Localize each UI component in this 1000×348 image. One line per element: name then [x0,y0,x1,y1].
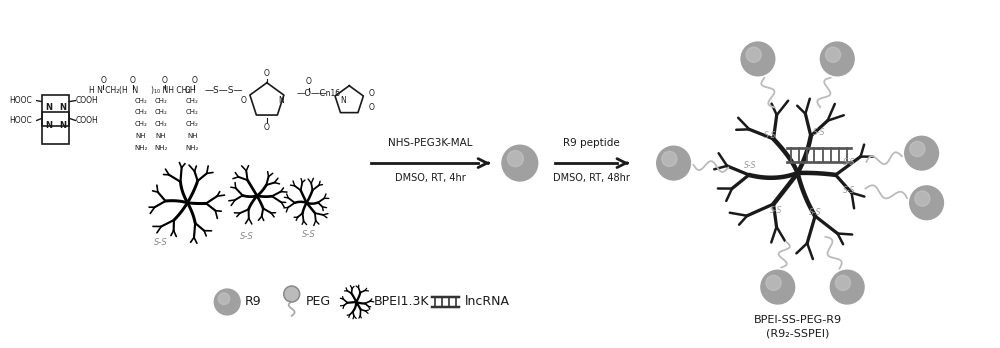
Text: BPEI1.3K: BPEI1.3K [374,295,430,308]
Circle shape [766,275,781,291]
Text: CH₂: CH₂ [186,97,199,104]
Text: S-S: S-S [813,128,826,137]
Circle shape [214,289,240,315]
Text: O: O [264,124,270,132]
Circle shape [502,145,538,181]
Text: NH: NH [136,133,146,139]
Text: S-S: S-S [302,230,315,239]
Text: O: O [241,96,247,105]
Bar [42,95,69,126]
Circle shape [662,151,677,166]
Text: NH₂: NH₂ [186,145,199,151]
Circle shape [507,151,523,167]
Circle shape [910,141,925,157]
Text: O: O [264,69,270,78]
Text: S-S: S-S [154,238,168,247]
Text: lncRNA: lncRNA [465,295,510,308]
Text: O: O [369,103,374,112]
Text: O: O [100,76,106,85]
Circle shape [218,293,230,304]
Bar [42,112,69,144]
Circle shape [825,47,841,62]
Text: CH₂: CH₂ [154,97,167,104]
Text: CH₂: CH₂ [134,121,147,127]
Text: CH₂: CH₂ [154,110,167,116]
Text: CH₂: CH₂ [186,121,199,127]
Text: S-S: S-S [240,232,254,242]
Text: (H  N: (H N [119,86,138,95]
Text: S-S: S-S [744,161,756,170]
Text: OH: OH [185,86,196,95]
Text: S-S: S-S [843,186,855,195]
Text: NH₂: NH₂ [134,145,148,151]
Text: O: O [130,76,136,85]
Text: NH: NH [155,133,166,139]
Text: S-S: S-S [809,208,822,217]
Text: NH₂: NH₂ [154,145,167,151]
Text: R9: R9 [245,295,262,308]
Text: CH₂: CH₂ [134,97,147,104]
Circle shape [905,136,938,170]
Text: COOH: COOH [75,116,98,125]
Circle shape [830,270,864,304]
Text: O: O [162,76,168,85]
Text: O: O [192,76,197,85]
Text: N: N [45,121,52,130]
Text: S-S: S-S [764,131,776,140]
Text: R9 peptide: R9 peptide [563,138,620,148]
Text: NH: NH [187,133,198,139]
Text: PEG: PEG [306,295,331,308]
Circle shape [657,146,690,180]
Text: S-S: S-S [770,206,782,215]
Text: O: O [369,89,374,98]
Circle shape [746,47,761,62]
Text: HOOC: HOOC [9,96,32,105]
Text: N: N [59,103,66,112]
Circle shape [910,186,943,220]
Text: NHS-PEG3K-MAL: NHS-PEG3K-MAL [388,138,473,148]
Text: N: N [59,121,66,130]
Circle shape [284,286,300,302]
Circle shape [761,270,795,304]
Text: HOOC: HOOC [9,116,32,125]
Text: S-S: S-S [843,158,855,167]
Text: DMSO, RT, 48hr: DMSO, RT, 48hr [553,173,630,183]
Text: CH₂: CH₂ [186,110,199,116]
Text: DMSO, RT, 4hr: DMSO, RT, 4hr [395,173,466,183]
Text: —O—C: —O—C [297,89,326,98]
Circle shape [915,191,930,206]
Text: CH₂: CH₂ [134,110,147,116]
Text: N: N [340,96,346,105]
Circle shape [835,275,851,291]
Text: (R9₂-SSPEI): (R9₂-SSPEI) [766,329,829,339]
Circle shape [820,42,854,76]
Text: O: O [306,77,311,86]
Circle shape [741,42,775,76]
Text: —n1б: —n1б [318,89,340,98]
Text: CH₂: CH₂ [154,121,167,127]
Text: COOH: COOH [75,96,98,105]
Text: H N CH₂: H N CH₂ [89,86,120,95]
Text: —S—S—: —S—S— [204,86,243,95]
Text: N: N [278,96,284,105]
Text: )₁₀ NH CH₂: )₁₀ NH CH₂ [151,86,190,95]
Text: N: N [45,103,52,112]
Text: BPEI-SS-PEG-R9: BPEI-SS-PEG-R9 [754,315,842,325]
